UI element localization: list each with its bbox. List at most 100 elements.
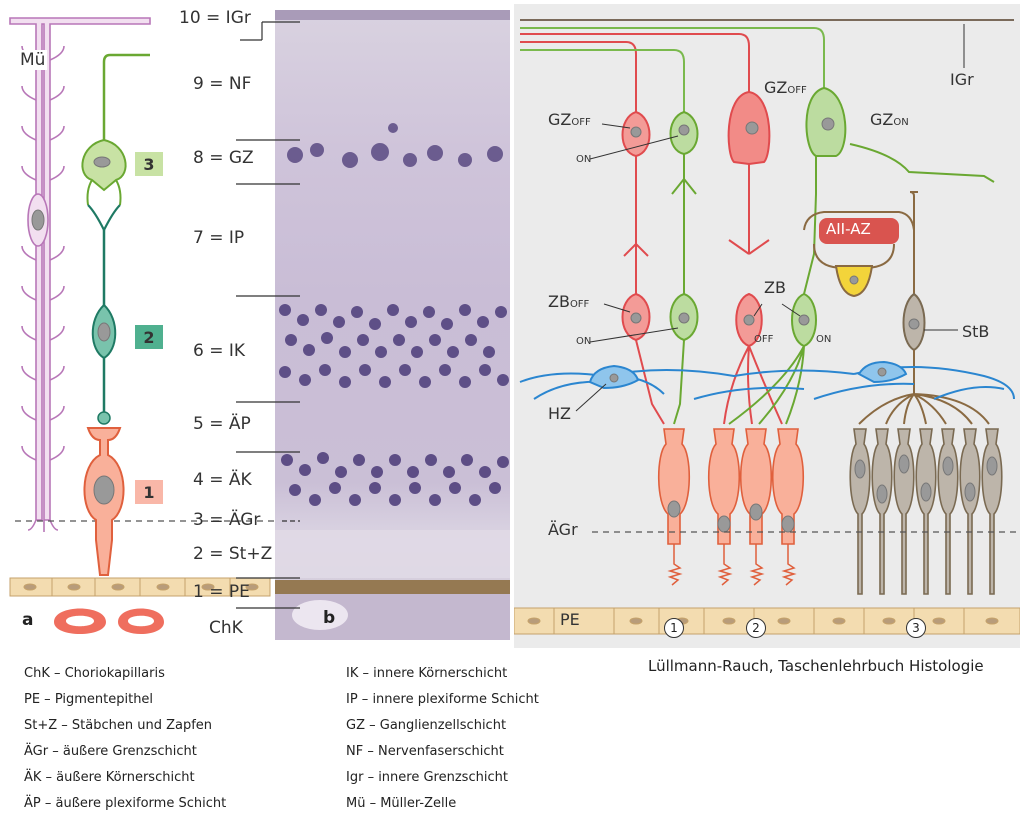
label-gz-off-center-sub: OFF [787,85,807,96]
panel-a-drawing [9,17,275,634]
axon-red-1 [520,41,637,114]
legend-item: PE – Pigmentepithel [24,692,154,707]
label-on-right: ON [816,334,832,345]
label-gz-off-center-main: GZ [764,78,788,97]
mueller-nucleus [31,209,45,231]
ganglion-on-left-dendrite [671,154,697,294]
ganglion-nucleus-a [93,156,111,168]
legend-item: St+Z – Stäbchen und Zapfen [24,718,213,733]
axon-green-2 [520,27,825,88]
aii-nucleus [849,275,859,285]
label-zb-off-sub: OFF [569,299,590,310]
panel-b-letter: b [323,608,336,628]
bipolar-off-center-axons [723,345,783,425]
layer-label-3: 3 = ÄGr [193,510,261,530]
ganglion-off-center-nucleus [745,121,759,135]
bipolar-on-left-axon [673,339,685,425]
circle-3: 3 [906,618,926,638]
circle-1: 1 [664,618,684,638]
legend-item: Mü – Müller-Zelle [346,796,457,811]
aii-box [819,218,899,244]
ganglion-on-right-dendrite-2 [803,156,817,295]
cone-cells [657,428,805,545]
label-pe: PE [560,610,580,629]
mueller-side-branches [21,45,65,532]
bipolar-off-left [621,266,651,342]
capillary-left [54,608,106,634]
inner-limiting-band [275,10,510,20]
legend-item: ÄGr – äußere Grenzschicht [24,744,197,759]
panel-a-letter: a [22,610,34,630]
mueller-cell [9,17,151,521]
label-gz-off-center: GZOFF [764,78,807,97]
layer-label-6: 6 = IK [193,341,246,361]
number-box-1: 1 [135,480,163,504]
bipolar-on-right-nucleus [798,314,810,326]
ganglion-on-right-nucleus [821,117,835,131]
legend-item: ÄP – äußere plexiforme Schicht [24,796,227,811]
ganglion-on-left-nucleus [678,124,690,136]
label-stb: StB [962,322,990,341]
label-gz-on-main: GZ [870,110,894,129]
horizontal-cell-right-nucleus [877,367,887,377]
bipolar-on-left-nucleus [678,312,690,324]
legend-item: Igr – innere Grenzschicht [346,770,508,785]
legend-item: IK – innere Körnerschicht [346,666,508,681]
ganglion-dendrites-a [86,179,122,206]
label-gz-off-left-main: GZ [548,110,572,129]
rod-bipolar-nucleus [908,318,920,330]
bipolar-off-left-axon [635,339,665,425]
cone-nuclei [667,500,795,533]
legend-item: GZ – Ganglienzellschicht [346,718,507,733]
ganglion-off-left-dendrite [623,156,649,266]
ganglion-axon-a [102,53,150,140]
bipolar-off-center-nucleus [743,314,755,326]
legend-item: ChK – Choriokapillaris [24,666,165,681]
label-aii-az: AII-AZ [826,220,871,238]
label-igr: IGr [950,70,974,89]
mueller-label: Mü [18,50,48,70]
layer-label-5: 5 = ÄP [193,414,251,434]
panel-a: Mü 3 2 1 a [0,0,275,650]
panel-c-drawing [514,19,1020,635]
horizontal-cell-left-nucleus [609,373,619,383]
label-gz-on: GZON [870,110,909,129]
bipolar-on-right-axons [728,345,805,425]
label-aegr: ÄGr [548,520,578,539]
pigment-band [275,580,510,594]
legend-item: IP – innere plexiforme Schicht [346,692,539,707]
label-off: OFF [754,334,774,345]
layer-label-10: 10 = IGr [179,8,251,28]
number-box-2: 2 [135,325,163,349]
axon-red-2 [520,33,750,92]
bipolar-terminal-a [97,411,111,425]
legend-left: ChK – Choriokapillaris PE – Pigmentepith… [24,666,226,822]
capillary-right [118,608,164,634]
label-zb: ZB [764,278,786,297]
ganglion-on-right-dendrite [849,143,995,183]
layer-label-8: 8 = GZ [193,148,254,168]
circle-2: 2 [746,618,766,638]
layer-label-9: 9 = NF [193,74,252,94]
ganglion-off-left-nucleus [630,126,642,138]
legend-item: NF – Nervenfaserschicht [346,744,504,759]
rod-cells [849,428,1003,595]
pe-cells-a [23,578,259,596]
axon-green-1 [520,49,685,114]
cone-outer-segments [667,544,797,586]
panel-c: IGr GZOFF ON GZOFF GZON AII-AZ ZBOFF ON … [514,4,1020,648]
number-box-3: 3 [135,152,163,176]
aii-stem [909,191,918,204]
label-gz-on-sub: ON [893,117,909,128]
inner-nuclear-layer-nuclei [279,304,509,388]
credit-text: Lüllmann-Rauch, Taschenlehrbuch Histolog… [648,657,984,675]
label-gz-off-left: GZOFF [548,110,591,129]
bipolar-dendrites-a [87,204,121,233]
layer-label-7: 7 = IP [193,228,245,248]
layer-label-4: 4 = ÄK [193,470,252,490]
photoreceptor-nucleus-a [93,475,115,505]
panel-b-labels: 10 = IGr 9 = NF 8 = GZ 7 = IP 6 = IK 5 =… [165,0,285,650]
legend-right: IK – innere Körnerschicht IP – innere pl… [346,666,539,822]
layer-label-2: 2 = St+Z [193,544,273,564]
label-on-lower: ON [576,336,592,347]
